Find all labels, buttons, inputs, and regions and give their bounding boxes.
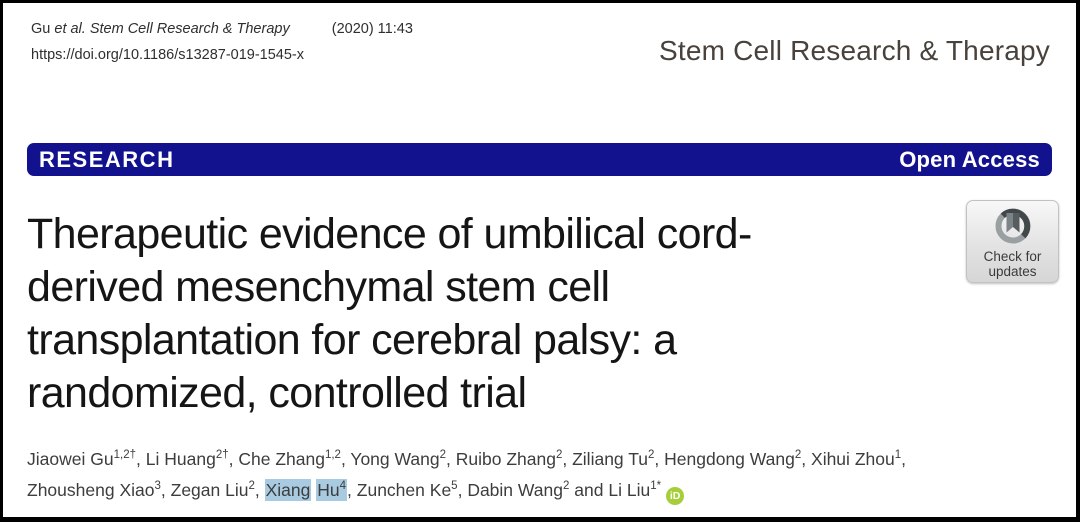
author-name: Liu1* [626,480,662,500]
badge-label-line1: Check for [983,249,1042,264]
title-line: randomized, controlled trial [27,369,527,417]
author-name: Che [238,449,271,469]
author-superscript: 2 [648,449,655,462]
author-name: Hu4 [316,479,348,501]
author-name: Gu1,2† [90,449,136,469]
author-name: Zhou1 [854,449,902,469]
title-line: derived mesenchymal stem cell [27,263,610,311]
title-line: Therapeutic evidence of umbilical cord- [27,210,752,258]
author-name: Zhousheng [27,480,115,500]
citation-block: Gu et al. Stem Cell Research & Therapy (… [31,16,413,68]
author-superscript: 5 [451,480,458,493]
author-name: Zegan [170,480,221,500]
author-superscript: 1* [650,480,662,493]
author-superscript: 1,2† [113,449,136,462]
article-type-label: RESEARCH [39,146,175,172]
author-name: Xiao3 [119,480,161,500]
citation-authors: Gu [31,21,51,37]
author-name: Ke5 [429,480,458,500]
badge-label: Check for updates [984,249,1042,279]
author-name: Xihui [811,449,850,469]
article-title: Therapeutic evidence of umbilical cord- … [27,208,927,420]
author-name: Huang2† [164,449,229,469]
author-name: Ziliang [572,449,624,469]
author-name: Xiang [264,479,312,501]
citation-journal: et al. Stem Cell Research & Therapy [54,21,290,37]
author-superscript: 2† [215,449,229,462]
author-name: Ruibo [455,449,502,469]
author-name: Tu2 [628,449,655,469]
author-superscript: 3 [154,480,161,493]
check-for-updates-badge[interactable]: Check for updates [966,200,1059,283]
author-superscript: 2 [555,449,563,462]
open-access-label: Open Access [899,146,1040,172]
citation-line: Gu et al. Stem Cell Research & Therapy (… [31,16,413,42]
journal-name: Stem Cell Research & Therapy [658,35,1050,66]
author-name: Li [145,449,160,469]
author-name: Hengdong [664,449,745,469]
badge-label-line2: updates [988,264,1037,279]
author-name: Zhang2 [506,449,563,469]
author-name: Yong [350,449,390,469]
author-name: Zunchen [356,480,425,500]
research-banner: RESEARCH Open Access [27,143,1052,176]
author-superscript: 2 [794,449,802,462]
author-name: Jiaowei [27,449,86,469]
author-name: Wang2 [394,449,446,469]
orcid-icon[interactable]: iD [666,487,685,505]
citation-issue: (2020) 11:43 [331,21,413,37]
author-name: Liu2 [225,480,255,500]
author-name: Zhang1,2 [275,449,341,469]
title-line: transplantation for cerebral palsy: a [27,316,677,364]
author-superscript: 2 [563,480,570,493]
author-name: Dabin [467,480,514,500]
crossmark-icon [995,208,1030,244]
author-superscript: 1 [894,449,902,462]
author-name: Wang2 [749,449,802,469]
author-name: Wang2 [517,480,570,500]
author-name: Li [608,480,622,500]
author-superscript: 1,2 [324,449,341,462]
author-list: Jiaowei Gu1,2†, Li Huang2†, Che Zhang1,2… [27,444,1059,506]
author-superscript: 2 [439,449,446,462]
author-superscript: 2 [248,480,255,493]
author-superscript: 4 [339,480,347,493]
doi-link[interactable]: https://doi.org/10.1186/s13287-019-1545-… [31,47,305,63]
